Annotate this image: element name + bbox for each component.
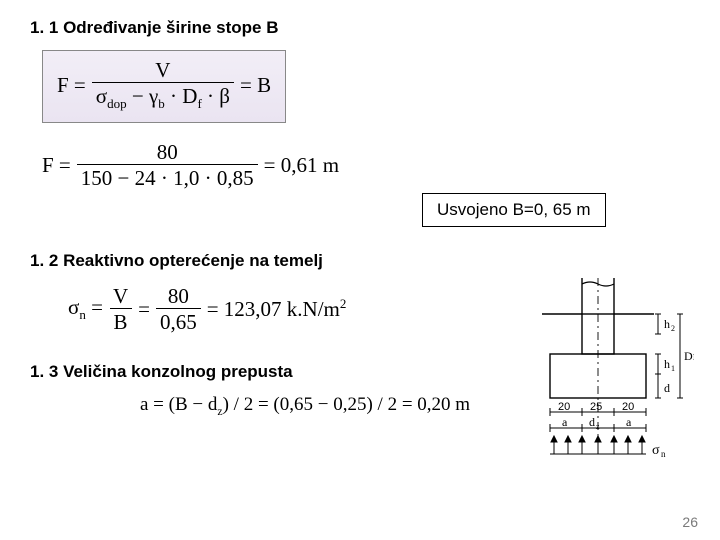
svg-text:25: 25	[590, 401, 602, 413]
formula2-rhs: = 0,61 m	[264, 153, 339, 178]
formula3-frac2-den: 0,65	[156, 308, 201, 334]
formula1-numerator: V	[151, 59, 174, 82]
formula-box-1: F = V σdop − γb · Df · β = B	[42, 50, 286, 123]
svg-text:20: 20	[622, 401, 634, 413]
svg-text:h: h	[664, 317, 670, 331]
svg-text:2: 2	[671, 324, 675, 333]
svg-text:a: a	[562, 415, 568, 429]
formula1-rhs: = B	[240, 73, 271, 98]
formula3-frac2-num: 80	[164, 285, 193, 308]
svg-text:n: n	[661, 449, 666, 459]
formula1-lhs: F =	[57, 73, 86, 98]
svg-text:d: d	[589, 415, 595, 429]
formula3-frac1-num: V	[109, 285, 132, 308]
foundation-diagram: h 2 Df h 1 d 20 25	[524, 278, 694, 478]
formula-1: F = V σdop − γb · Df · β = B	[57, 59, 271, 112]
svg-text:a: a	[626, 415, 632, 429]
svg-text:Df: Df	[684, 349, 694, 363]
svg-text:1: 1	[671, 364, 675, 373]
formula-2: F = 80 150 − 24 · 1,0 · 0,85 = 0,61 m	[42, 141, 339, 190]
formula2-denominator: 150 − 24 · 1,0 · 0,85	[77, 164, 258, 190]
formula3-frac1-den: B	[110, 308, 132, 334]
formula2-lhs: F =	[42, 153, 71, 178]
svg-text:h: h	[664, 357, 670, 371]
formula3-mid: =	[138, 297, 150, 322]
svg-text:d: d	[664, 381, 670, 395]
page-number: 26	[682, 514, 698, 530]
svg-text:z: z	[596, 422, 600, 431]
formula2-numerator: 80	[153, 141, 182, 164]
formula1-denominator: σdop − γb · Df · β	[92, 82, 234, 112]
svg-text:20: 20	[558, 401, 570, 413]
svg-text:σ: σ	[652, 443, 660, 458]
adopted-box: Usvojeno B=0, 65 m	[422, 193, 606, 227]
section-12-title: 1. 2 Reaktivno opterećenje na temelj	[30, 251, 690, 271]
formula4-text: a = (B − dz) / 2 = (0,65 − 0,25) / 2 = 0…	[140, 394, 470, 419]
section-11-title: 1. 1 Određivanje širine stope B	[30, 18, 690, 38]
formula3-rhs: = 123,07 k.N/m2	[207, 296, 347, 322]
formula3-lhs: σn =	[68, 295, 103, 323]
